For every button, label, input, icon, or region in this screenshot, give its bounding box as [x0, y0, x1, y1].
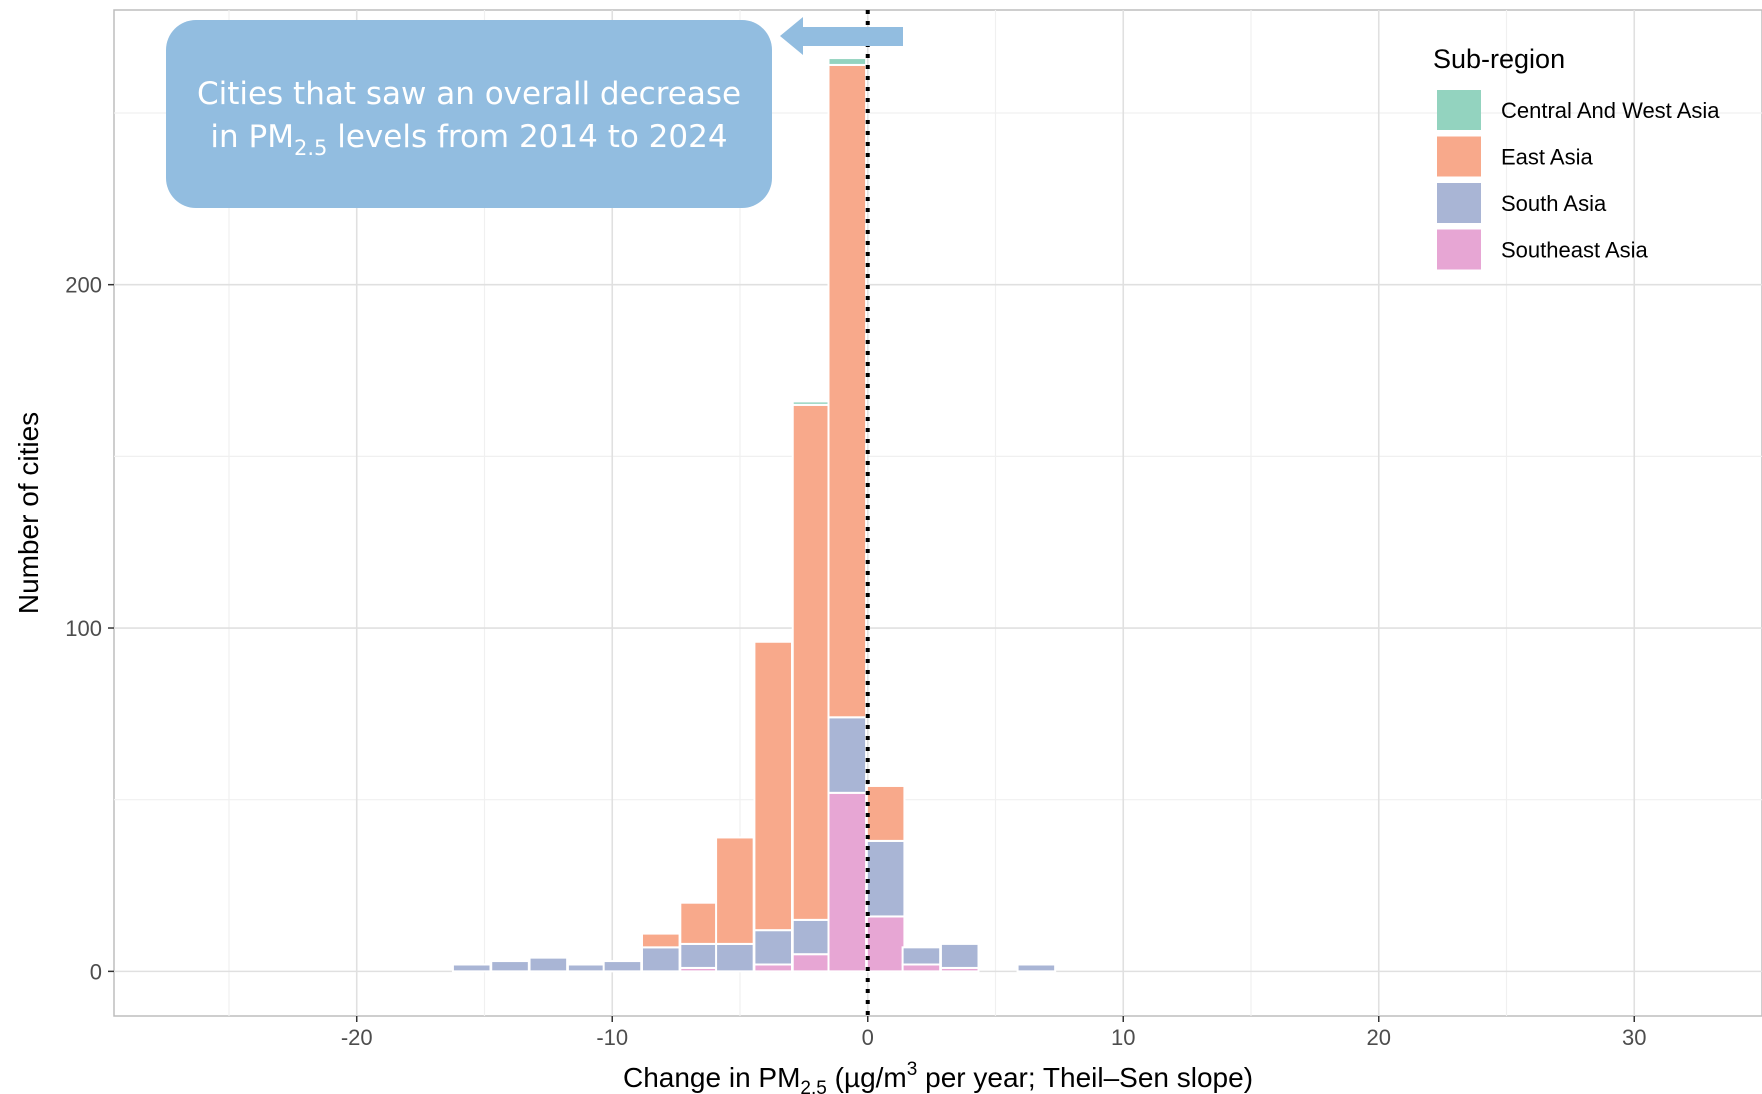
annotation-box — [166, 20, 772, 208]
x-tick-label: 0 — [862, 1025, 874, 1050]
annotation: Cities that saw an overall decrease in P… — [166, 17, 903, 208]
legend-entries: Central And West Asia East Asia South Asia… — [1437, 90, 1720, 270]
bar-segment — [901, 963, 942, 973]
x-axis-ticks: -20 -10 0 10 20 30 — [341, 1016, 1646, 1050]
bar-segment — [791, 953, 832, 973]
y-axis-title: Number of cities — [13, 412, 44, 614]
bar-segment — [753, 640, 793, 932]
x-axis-title: Change in PM2.5 (µg/m3 per year; Theil–S… — [623, 1059, 1253, 1094]
x-axis-title-part-2: (µg/m — [827, 1062, 907, 1093]
bar-segment — [791, 403, 832, 921]
annotation-line-2-part-2: levels from 2014 to 2024 — [327, 119, 727, 155]
bars — [451, 57, 1057, 973]
annotation-line-1: Cities that saw an overall decrease — [197, 76, 741, 112]
x-axis-title-superscript: 3 — [907, 1059, 918, 1080]
bar-segment — [865, 784, 906, 842]
bar-segment — [865, 839, 906, 918]
x-tick-label: 20 — [1367, 1025, 1391, 1050]
y-tick-label: 0 — [90, 959, 102, 984]
legend-label: Central And West Asia — [1501, 98, 1720, 123]
legend-title: Sub-region — [1433, 44, 1565, 74]
y-tick-label: 200 — [65, 273, 102, 298]
bar-segment — [715, 942, 755, 973]
arrow-left-icon — [780, 17, 903, 55]
bar-segment — [566, 963, 607, 973]
y-axis-ticks: 0 100 200 — [65, 273, 114, 984]
annotation-line-2-part-1: in PM — [210, 119, 294, 155]
legend-label: East Asia — [1501, 145, 1593, 170]
bar-segment — [490, 960, 530, 973]
bar-segment — [791, 918, 832, 956]
annotation-line-2: in PM2.5 levels from 2014 to 2024 — [210, 119, 727, 160]
x-axis-title-subscript: 2.5 — [800, 1078, 826, 1094]
bar-segment — [640, 946, 681, 973]
bar-segment — [901, 946, 942, 966]
bar-segment — [602, 960, 643, 973]
bar-segment — [865, 915, 906, 973]
bar-segment — [939, 942, 980, 969]
x-axis-title-part-3: per year; Theil–Sen slope) — [917, 1062, 1253, 1093]
bar-segment — [827, 716, 868, 794]
bar-segment — [827, 57, 868, 66]
bar-segment — [640, 932, 681, 949]
bar-segment — [679, 942, 719, 969]
legend-label: Southeast Asia — [1501, 238, 1649, 263]
bar-segment — [753, 929, 793, 966]
y-tick-label: 100 — [65, 616, 102, 641]
x-tick-label: -10 — [596, 1025, 628, 1050]
bar-segment — [1016, 963, 1057, 973]
legend-swatch — [1437, 136, 1481, 177]
legend-label: South Asia — [1501, 191, 1607, 216]
x-axis-title-part-1: Change in PM — [623, 1062, 800, 1093]
legend-swatch — [1437, 229, 1481, 270]
bar-segment — [451, 963, 492, 973]
annotation-line-2-subscript: 2.5 — [294, 136, 327, 160]
bar-segment — [791, 400, 832, 406]
legend: Sub-region Central And West Asia East Asi… — [1433, 44, 1720, 270]
x-tick-label: -20 — [341, 1025, 373, 1050]
grid-major — [114, 10, 1762, 1016]
legend-swatch — [1437, 183, 1481, 223]
x-tick-label: 30 — [1622, 1025, 1646, 1050]
bar-segment — [715, 836, 755, 945]
bar-segment — [753, 963, 793, 973]
bar-segment — [827, 791, 868, 973]
bar-segment — [528, 956, 569, 973]
x-tick-label: 10 — [1111, 1025, 1135, 1050]
legend-swatch — [1437, 90, 1481, 130]
bar-segment — [827, 63, 868, 719]
bar-segment — [679, 901, 719, 945]
